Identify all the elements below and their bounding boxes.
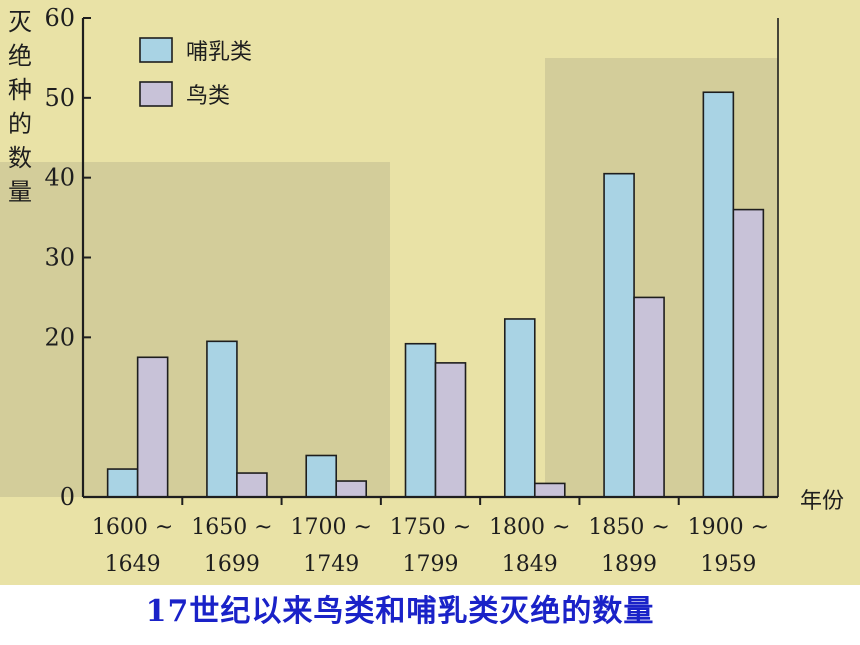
x-tick-label-7-line2: 1959 [700,552,756,577]
y-axis-label-char-3: 种 [8,76,32,104]
x-tick-label-6-line1: 1850 ~ [588,515,669,540]
x-tick-label-2-line2: 1699 [204,552,260,577]
bar-mammal-7 [702,91,735,498]
y-tick-label-20: 20 [44,323,75,351]
x-tick-label-6-line2: 1899 [601,552,657,577]
caption-area [0,585,860,600]
y-axis-label-char-6: 量 [8,178,32,206]
axes [81,17,779,505]
bars [106,91,765,498]
y-axis-label-char-4: 的 [8,110,32,138]
bar-mammal-5 [503,318,536,498]
chart-caption: 17世纪以来鸟类和哺乳类灭绝的数量 [145,594,655,629]
bar-bird-1 [136,356,169,498]
x-tick-label-7-line1: 1900 ~ [688,515,769,540]
x-tick-label-3-line1: 1700 ~ [291,515,372,540]
bar-chart: 0 20 30 40 50 60 1600 ~ 1649 1650 ~ 1699 1700 ~ 17… [0,0,860,600]
x-tick-label-1-line1: 1600 ~ [92,515,173,540]
x-tick-label-4-line2: 1799 [403,552,459,577]
legend-label-bird: 鸟类 [186,84,230,109]
y-axis-label-char-2: 绝 [8,42,32,70]
legend-swatch-mammal [139,37,173,63]
bar-bird-6 [633,296,665,498]
y-tick-label-0: 0 [60,483,75,511]
x-tick-label-2-line1: 1650 ~ [191,515,272,540]
x-axis-label: 年份 [800,489,844,514]
bar-bird-7 [732,208,765,498]
x-tick-label-3-line2: 1749 [303,552,359,577]
bar-mammal-2 [206,340,238,498]
bar-bird-2 [236,472,268,498]
y-tick-label-30: 30 [44,244,75,272]
y-tick-labels: 0 20 30 40 50 60 [44,4,75,511]
x-tick-label-4-line1: 1750 ~ [390,515,471,540]
bar-mammal-4 [404,342,437,498]
x-tick-label-5-line1: 1800 ~ [489,515,570,540]
bar-bird-4 [434,362,467,498]
y-axis-label-char-1: 灭 [8,8,32,36]
bar-mammal-1 [106,468,139,498]
shaded-panel-left [0,162,390,497]
x-tick-labels: 1600 ~ 1649 1650 ~ 1699 1700 ~ 1749 1750 ~ 1799… [92,515,769,577]
x-tick-label-1-line2: 1649 [105,552,161,577]
y-axis-label-char-5: 数 [8,144,32,172]
legend-swatch-bird [139,81,173,107]
y-tick-label-50: 50 [44,84,75,112]
bar-mammal-6 [603,172,635,498]
x-tick-label-5-line2: 1849 [502,552,558,577]
bar-bird-3 [335,480,368,498]
legend-label-mammal: 哺乳类 [186,40,252,65]
y-tick-label-60: 60 [44,4,75,32]
y-tick-label-40: 40 [44,164,75,192]
bar-mammal-3 [305,454,338,498]
bar-bird-5 [533,482,566,498]
